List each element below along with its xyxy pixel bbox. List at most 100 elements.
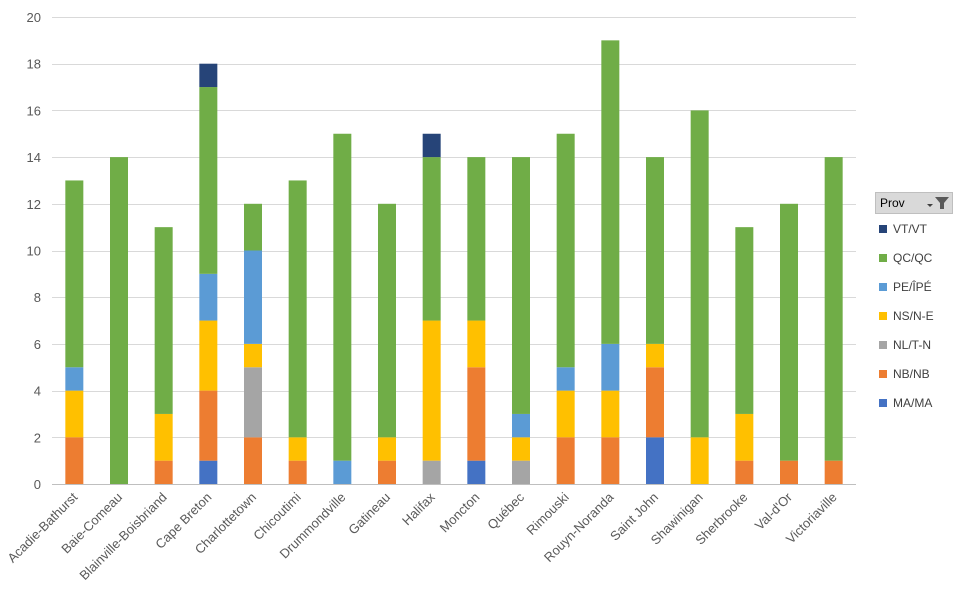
- bar-segment: [690, 110, 709, 438]
- bar-segment: [601, 390, 620, 438]
- y-tick-label: 6: [34, 337, 41, 352]
- x-tick-label: Québec: [484, 489, 527, 532]
- bar-segment: [601, 40, 620, 344]
- legend-swatch: [879, 369, 887, 378]
- bar-segment: [244, 203, 262, 251]
- bar-segment: [467, 320, 486, 368]
- bar-segment: [422, 320, 441, 461]
- legend-label: QC/QC: [893, 250, 933, 265]
- filter-icon[interactable]: [926, 195, 950, 211]
- legend-label: PE/ÎPÉ: [893, 279, 932, 294]
- legend-entry: VT/VT: [875, 214, 953, 243]
- bar-segment: [65, 180, 84, 368]
- bar-segment: [288, 180, 307, 438]
- legend-swatch: [879, 282, 887, 291]
- legend-label: MA/MA: [893, 395, 933, 410]
- bar-segment: [333, 460, 352, 484]
- legend-label: NL/T-N: [893, 337, 932, 352]
- bar-segment: [378, 437, 396, 461]
- legend-filter-header[interactable]: Prov: [875, 192, 953, 214]
- bar-segment: [467, 157, 486, 321]
- y-axis-ticks: 0 2 4 6 8 10 12 14 16 18 20: [27, 10, 41, 492]
- bar-segment: [556, 437, 575, 484]
- bar-segment: [467, 460, 486, 484]
- x-tick-label: Moncton: [437, 490, 483, 536]
- bar-segment: [65, 437, 84, 484]
- bar-segment: [65, 390, 84, 438]
- bar-segment: [244, 343, 262, 368]
- bar-segment: [512, 413, 530, 438]
- bar-segment: [199, 460, 218, 484]
- bar-segment: [780, 203, 798, 461]
- bar-segment: [244, 250, 262, 344]
- y-tick-label: 18: [27, 57, 41, 72]
- legend-entry: NS/N-E: [875, 301, 953, 330]
- bar-segment: [556, 133, 575, 368]
- bar-segment: [735, 227, 754, 414]
- bar-segment: [422, 157, 441, 321]
- bar-segment: [110, 157, 128, 484]
- y-tick-label: 16: [27, 103, 41, 118]
- legend-swatch: [879, 253, 887, 262]
- bar-segment: [199, 63, 218, 88]
- bar-segment: [646, 437, 664, 484]
- legend-header-label: Prov: [880, 196, 905, 210]
- y-tick-label: 20: [27, 10, 41, 25]
- bar-segment: [378, 203, 396, 438]
- y-tick-label: 2: [34, 430, 41, 445]
- legend-swatch: [879, 398, 887, 407]
- gridlines: [52, 17, 856, 485]
- legend-swatch: [879, 311, 887, 320]
- x-tick-label: Gatineau: [345, 490, 393, 538]
- legend-entry: MA/MA: [875, 388, 953, 417]
- x-axis-ticks: Acadie-BathurstBaie-ComeauBlainville-Boi…: [4, 489, 839, 583]
- bar-segment: [646, 157, 664, 344]
- legend-entry: QC/QC: [875, 243, 953, 272]
- legend-label: NB/NB: [893, 366, 930, 381]
- y-tick-label: 8: [34, 290, 41, 305]
- bar-segment: [199, 273, 218, 321]
- bar-segment: [690, 437, 709, 484]
- bar-segment: [199, 320, 218, 391]
- bar-segment: [422, 133, 441, 158]
- legend-label: NS/N-E: [893, 308, 934, 323]
- bar-segment: [422, 460, 441, 484]
- bar-segment: [244, 437, 262, 484]
- bar-segment: [601, 437, 620, 484]
- x-tick-label: Halifax: [399, 489, 438, 528]
- bar-segment: [646, 367, 664, 438]
- bar-segment: [780, 460, 798, 484]
- bar-segment: [512, 460, 530, 484]
- legend-swatch: [879, 340, 887, 349]
- x-tick-label: Val-d'Or: [752, 489, 796, 533]
- bar-segment: [378, 460, 396, 484]
- bar-segment: [288, 460, 307, 484]
- bar-segment: [512, 437, 530, 461]
- bar-segment: [601, 343, 620, 391]
- legend-swatch: [879, 224, 887, 233]
- y-tick-label: 10: [27, 244, 41, 259]
- y-tick-label: 12: [27, 197, 41, 212]
- bar-segment: [512, 157, 530, 414]
- bar-segment: [646, 343, 664, 368]
- bar-segment: [467, 367, 486, 461]
- bar-segment: [199, 87, 218, 274]
- legend-label: VT/VT: [893, 221, 928, 236]
- bar-segment: [824, 157, 843, 461]
- bar-segment: [556, 367, 575, 391]
- bar-segment: [154, 460, 173, 484]
- filter-dropdown[interactable]: [926, 195, 950, 211]
- y-tick-label: 0: [34, 477, 41, 492]
- y-tick-label: 4: [34, 384, 41, 399]
- legend: Prov VT/VT QC/QC PE/ÎPÉ NS/N-E NL/T-N NB/NB MA…: [875, 192, 953, 417]
- bar-segment: [735, 460, 754, 484]
- bar-segment: [288, 437, 307, 461]
- bar-segment: [199, 390, 218, 461]
- bar-segment: [556, 390, 575, 438]
- legend-entry: NL/T-N: [875, 330, 953, 359]
- legend-entry: PE/ÎPÉ: [875, 272, 953, 301]
- bar-segment: [244, 367, 262, 438]
- y-tick-label: 14: [27, 150, 41, 165]
- bar-segment: [824, 460, 843, 484]
